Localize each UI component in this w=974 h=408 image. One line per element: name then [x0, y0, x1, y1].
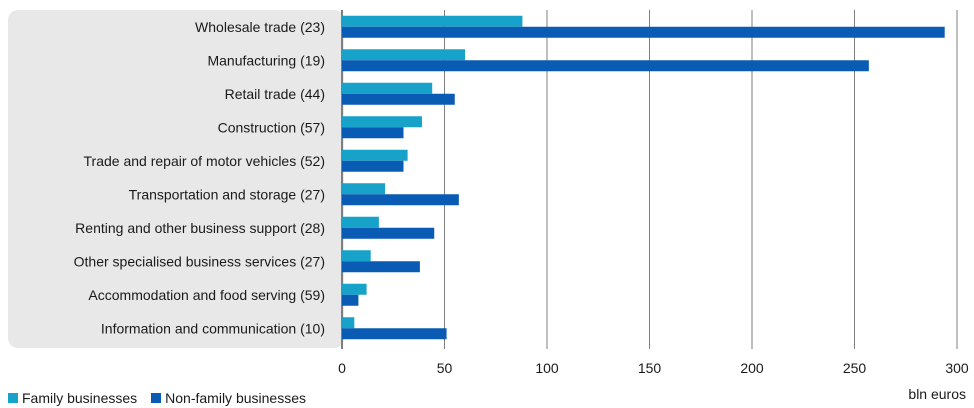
x-tick-label: 200: [740, 360, 764, 376]
bar-non-family: [342, 60, 869, 72]
bar-family: [342, 317, 355, 329]
legend-label-non-family: Non-family businesses: [165, 390, 306, 406]
bar-family: [342, 49, 465, 61]
bar-family: [342, 283, 367, 295]
category-label: Renting and other business support (28): [75, 220, 325, 236]
bar-family: [342, 82, 433, 94]
x-tick-labels: 0 50 100 150 200 250 300: [338, 360, 969, 376]
bar-non-family: [342, 261, 420, 273]
x-tick-label: 50: [437, 360, 453, 376]
bar-non-family: [342, 26, 945, 38]
legend-item-family: Family businesses: [8, 390, 137, 406]
category-label: Manufacturing (19): [207, 52, 325, 68]
bar-family: [342, 250, 371, 262]
bar-family: [342, 183, 386, 195]
bar-non-family: [342, 294, 359, 306]
bar-non-family: [342, 127, 404, 139]
category-label-panel: [8, 10, 344, 348]
bar-family: [342, 216, 379, 228]
category-label: Information and communication (10): [101, 320, 325, 336]
x-tick-label: 100: [535, 360, 559, 376]
legend-item-non-family: Non-family businesses: [151, 390, 306, 406]
bar-non-family: [342, 160, 404, 172]
legend-swatch-non-family: [151, 393, 162, 403]
category-label: Accommodation and food serving (59): [88, 287, 325, 303]
legend-swatch-family: [8, 393, 18, 403]
legend: Family businesses Non-family businesses: [8, 390, 306, 406]
bar-non-family: [342, 328, 447, 340]
category-label: Trade and repair of motor vehicles (52): [84, 153, 325, 169]
legend-label-family: Family businesses: [22, 390, 138, 406]
x-tick-label: 150: [638, 360, 662, 376]
x-tick-label: 0: [338, 360, 346, 376]
category-label: Retail trade (44): [225, 86, 325, 102]
bar-family: [342, 116, 422, 128]
bar-non-family: [342, 194, 459, 206]
x-axis-unit-label: bln euros: [908, 386, 966, 402]
bar-non-family: [342, 227, 435, 239]
chart: Wholesale trade (23) Manufacturing (19) Re…: [8, 10, 969, 376]
category-labels: Wholesale trade (23) Manufacturing (19) Re…: [74, 19, 325, 337]
bars: [342, 15, 945, 340]
bar-family: [342, 149, 408, 161]
category-label: Construction (57): [218, 119, 325, 135]
bar-non-family: [342, 93, 455, 105]
category-label: Other specialised business services (27): [74, 253, 325, 269]
bar-family: [342, 15, 523, 27]
category-label: Wholesale trade (23): [195, 19, 325, 35]
x-tick-label: 300: [945, 360, 969, 376]
category-label: Transportation and storage (27): [129, 186, 325, 202]
x-tick-label: 250: [843, 360, 867, 376]
